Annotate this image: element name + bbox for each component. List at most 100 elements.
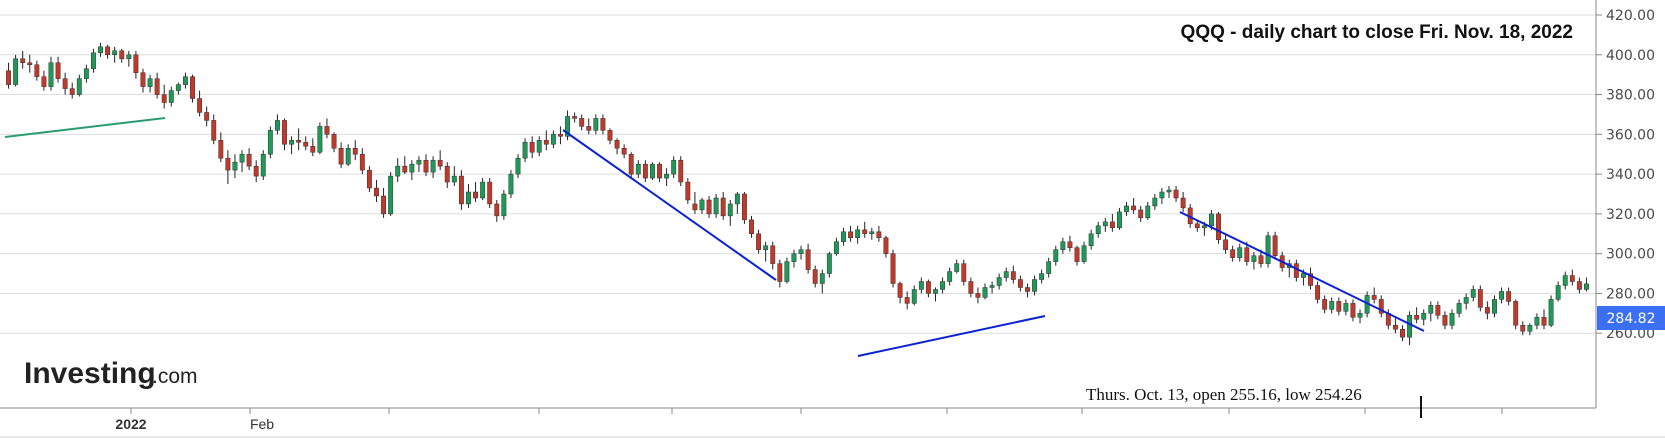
candle-body bbox=[133, 54, 139, 73]
candle bbox=[925, 279, 931, 298]
candle bbox=[13, 54, 19, 87]
candle-body bbox=[961, 263, 967, 282]
candle bbox=[614, 138, 620, 155]
candle bbox=[862, 221, 868, 238]
candle-body bbox=[458, 175, 464, 205]
candle bbox=[1421, 309, 1427, 326]
candle bbox=[1527, 323, 1533, 336]
candle-body bbox=[826, 253, 832, 274]
candle-body bbox=[954, 263, 960, 272]
candle-body bbox=[1534, 317, 1540, 326]
candle bbox=[27, 54, 33, 73]
candle-body bbox=[1251, 255, 1257, 262]
candle bbox=[833, 237, 839, 256]
candle bbox=[1548, 295, 1554, 328]
candle bbox=[1138, 205, 1144, 222]
candle bbox=[1046, 257, 1052, 278]
y-tick-label: 260.00 bbox=[1606, 326, 1655, 342]
candle bbox=[579, 114, 585, 131]
candle bbox=[650, 162, 655, 181]
candle bbox=[1003, 267, 1009, 282]
candle bbox=[1067, 235, 1073, 252]
candle-body bbox=[685, 181, 691, 201]
candle bbox=[239, 150, 245, 173]
candle-body bbox=[890, 253, 896, 284]
candle bbox=[1074, 245, 1080, 266]
candle-body bbox=[161, 94, 167, 103]
candle-body bbox=[381, 195, 387, 215]
candle bbox=[197, 90, 203, 117]
candle-body bbox=[466, 191, 471, 205]
candle bbox=[621, 144, 627, 159]
candle bbox=[501, 190, 507, 220]
candle bbox=[543, 130, 549, 151]
candle bbox=[1308, 267, 1313, 290]
candle bbox=[20, 50, 26, 69]
candle bbox=[635, 160, 641, 179]
candle-body bbox=[1506, 291, 1512, 302]
candle bbox=[374, 180, 379, 202]
candle-body bbox=[126, 54, 132, 60]
candle-body bbox=[154, 78, 160, 95]
candle bbox=[140, 68, 146, 93]
last-price-marker: 284.82 bbox=[1597, 306, 1665, 330]
candle-body bbox=[572, 116, 578, 119]
candle-body bbox=[1194, 223, 1200, 229]
candle bbox=[91, 48, 96, 73]
candle-body bbox=[1159, 191, 1165, 199]
candle bbox=[565, 110, 570, 141]
candle bbox=[317, 122, 323, 155]
candle bbox=[1534, 313, 1540, 330]
candle bbox=[1392, 317, 1398, 334]
candle bbox=[345, 144, 351, 167]
candle-body bbox=[211, 120, 217, 141]
candle bbox=[1124, 201, 1129, 216]
candle bbox=[232, 154, 238, 179]
trendline-blue-1 bbox=[562, 129, 777, 281]
candle-body bbox=[678, 159, 684, 183]
candle bbox=[1010, 265, 1016, 284]
candle-body bbox=[614, 140, 620, 149]
candle bbox=[1251, 251, 1257, 270]
candle bbox=[678, 156, 684, 187]
candle-body bbox=[1392, 325, 1398, 330]
candle-body bbox=[805, 249, 811, 270]
candle bbox=[147, 74, 153, 93]
candle-body bbox=[6, 70, 11, 85]
candle-body bbox=[1223, 239, 1229, 250]
candle bbox=[529, 136, 535, 159]
candle bbox=[692, 192, 698, 214]
candle bbox=[1109, 213, 1115, 232]
candle bbox=[76, 74, 82, 97]
candle-body bbox=[416, 159, 422, 165]
candle-body bbox=[494, 203, 500, 217]
candle-body bbox=[1584, 283, 1589, 290]
candle-body bbox=[784, 261, 790, 282]
candle bbox=[366, 166, 372, 193]
candle bbox=[1039, 269, 1045, 284]
y-tick-label: 400.00 bbox=[1606, 48, 1655, 64]
candle bbox=[381, 188, 387, 218]
candle-body bbox=[770, 245, 776, 264]
candle-body bbox=[366, 169, 372, 189]
candle-body bbox=[1138, 209, 1144, 219]
candle bbox=[1159, 188, 1165, 204]
candle bbox=[1258, 249, 1264, 268]
candle-body bbox=[331, 134, 337, 149]
y-tick-label: 280.00 bbox=[1606, 286, 1655, 302]
candle bbox=[1322, 295, 1328, 314]
candle bbox=[749, 215, 754, 238]
candle-body bbox=[1053, 249, 1059, 262]
candle-body bbox=[635, 163, 641, 175]
candle bbox=[1237, 243, 1243, 262]
candle-body bbox=[1492, 299, 1497, 314]
candle bbox=[593, 114, 599, 135]
candle-body bbox=[1315, 285, 1321, 300]
candle bbox=[1145, 201, 1151, 220]
candle-body bbox=[1463, 297, 1469, 304]
candle-body bbox=[692, 203, 698, 211]
candle-body bbox=[918, 281, 924, 290]
candle-body bbox=[664, 173, 670, 179]
candle-body bbox=[175, 84, 181, 91]
